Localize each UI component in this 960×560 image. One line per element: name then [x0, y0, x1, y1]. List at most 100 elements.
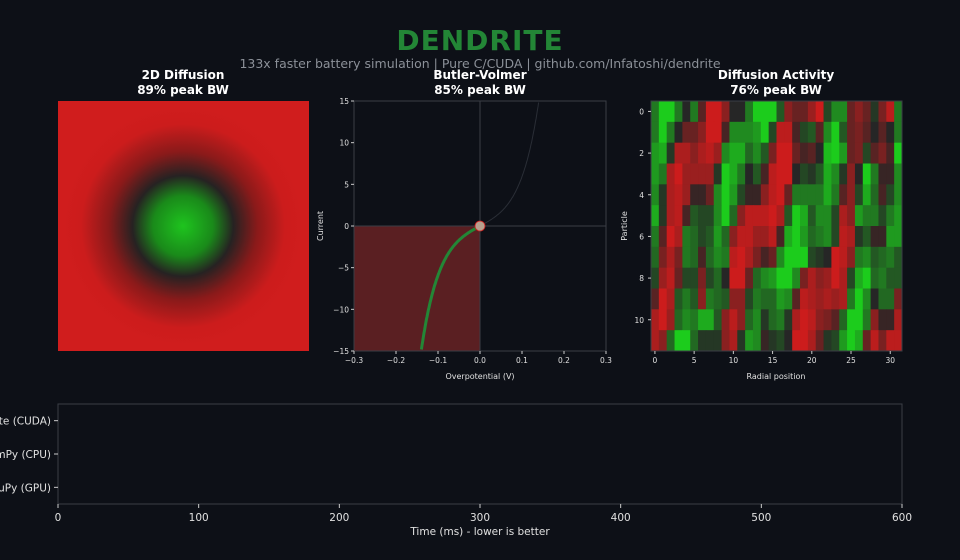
bar-category-label: mPy (CPU): [0, 449, 51, 461]
bar-xtick-label: 400: [611, 512, 631, 524]
heatmap-cell: [705, 184, 715, 206]
activity-subtitle: 76% peak BW: [730, 83, 822, 97]
heatmap-ytick-label: 10: [634, 316, 644, 325]
heatmap-cell: [674, 309, 683, 331]
heatmap-cell: [705, 226, 715, 248]
heatmap-cell: [831, 226, 840, 248]
bv-xtick-label: −0.2: [387, 356, 405, 365]
heatmap-cell: [674, 267, 683, 289]
heatmap-cell: [854, 121, 864, 144]
heatmap-cell: [894, 205, 903, 227]
heatmap-cell: [792, 288, 801, 310]
heatmap-cell: [737, 142, 746, 164]
heatmap-cell: [690, 226, 699, 248]
heatmap-cell: [800, 309, 809, 331]
heatmap-xtick-label: 30: [885, 356, 895, 365]
heatmap-cell: [792, 246, 801, 269]
heatmap-cell: [839, 309, 848, 331]
heatmap-cell: [760, 101, 770, 123]
heatmap-cell: [784, 121, 793, 144]
heatmap-cell: [729, 226, 738, 248]
heatmap-cell: [886, 288, 895, 310]
heatmap-cell: [737, 330, 746, 352]
heatmap-cell: [690, 309, 699, 331]
heatmap-cell: [847, 184, 856, 206]
heatmap-cell: [878, 101, 887, 123]
heatmap-cell: [690, 163, 699, 185]
heatmap-cell: [800, 330, 809, 352]
heatmap-cell: [682, 246, 691, 269]
heatmap-cell: [815, 184, 824, 206]
activity-heatmap: 0 5 10 15 20 25 30 0 2 4 6 8 10: [634, 100, 903, 365]
heatmap-cell: [839, 121, 848, 144]
heatmap-cell: [705, 330, 715, 352]
heatmap-cell: [839, 226, 848, 248]
heatmap-cell: [737, 288, 746, 310]
heatmap-cell: [792, 142, 801, 164]
heatmap-cell: [815, 142, 824, 164]
heatmap-cell: [705, 121, 715, 144]
heatmap-cell: [705, 142, 715, 164]
heatmap-cell: [776, 163, 785, 185]
heatmap-cell: [658, 226, 668, 248]
heatmap-cell: [752, 267, 762, 289]
heatmap-cell: [847, 267, 856, 289]
heatmap-cell: [745, 101, 754, 123]
heatmap-cell: [831, 309, 840, 331]
heatmap-xtick-label: 10: [729, 356, 739, 365]
heatmap-cell: [894, 226, 903, 248]
heatmap-cell: [847, 288, 856, 310]
heatmap-cell: [854, 226, 864, 248]
heatmap-cell: [886, 184, 895, 206]
heatmap-cell: [721, 226, 730, 248]
heatmap-cell: [768, 205, 777, 227]
heatmap-cell: [682, 288, 691, 310]
heatmap-cell: [768, 288, 777, 310]
heatmap-cell: [776, 288, 785, 310]
heatmap-cell: [690, 246, 699, 269]
heatmap-cell: [807, 226, 817, 248]
heatmap-cell: [862, 142, 872, 164]
heatmap-cell: [768, 163, 777, 185]
heatmap-cell: [862, 163, 872, 185]
heatmap-cell: [674, 288, 683, 310]
heatmap-cell: [894, 309, 903, 331]
heatmap-cell: [729, 309, 738, 331]
heatmap-cell: [815, 121, 824, 144]
heatmap-cell: [768, 142, 777, 164]
heatmap-cell: [768, 246, 777, 269]
heatmap-cell: [745, 288, 754, 310]
heatmap-cell: [823, 267, 832, 289]
heatmap-cell: [870, 163, 879, 185]
heatmap-cell: [698, 184, 707, 206]
heatmap-cell: [651, 142, 660, 164]
heatmap-cell: [658, 121, 668, 144]
heatmap-cell: [792, 121, 801, 144]
heatmap-cell: [698, 330, 707, 352]
heatmap-cell: [847, 330, 856, 352]
heatmap-cell: [894, 121, 903, 144]
heatmap-cell: [698, 121, 707, 144]
heatmap-cell: [870, 309, 879, 331]
heatmap-cell: [713, 184, 722, 206]
bar-xtick-label: 100: [189, 512, 209, 524]
benchmark-bar-chart: 0 100 200 300 400 500 600 te (CUDA) mPy (CPU) uPy…: [0, 403, 912, 524]
heatmap-ytick-label: 2: [639, 149, 644, 158]
heatmap-cell: [815, 246, 824, 269]
heatmap-xtick-label: 0: [653, 356, 658, 365]
heatmap-cell: [807, 288, 817, 310]
heatmap-cell: [894, 101, 903, 123]
heatmap-cell: [705, 205, 715, 227]
heatmap-cell: [870, 288, 879, 310]
bv-xtick-label: 0.3: [600, 356, 612, 365]
heatmap-cell: [800, 121, 809, 144]
heatmap-cell: [847, 246, 856, 269]
heatmap-cell: [886, 101, 895, 123]
heatmap-cell: [698, 101, 707, 123]
bv-xtick-label: 0.1: [516, 356, 528, 365]
heatmap-cell: [839, 246, 848, 269]
heatmap-cell: [674, 101, 683, 123]
heatmap-cell: [807, 246, 817, 269]
heatmap-cell: [823, 226, 832, 248]
heatmap-cell: [760, 121, 770, 144]
